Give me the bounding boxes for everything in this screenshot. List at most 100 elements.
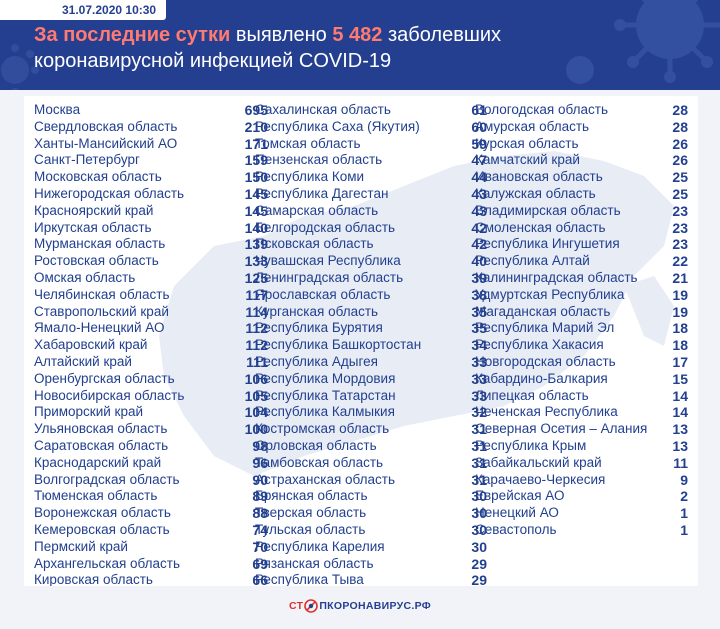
case-count: 30 (471, 538, 487, 555)
case-count: 112 (245, 337, 268, 354)
case-count: 105 (244, 387, 268, 404)
case-count: 38 (471, 286, 487, 303)
region-row: Московская область 150 (34, 169, 268, 186)
case-count: 30 (471, 521, 487, 538)
region-name: Удмуртская Республика (475, 286, 625, 302)
region-name: Омская область (34, 269, 136, 285)
region-name: Смоленская область (475, 219, 606, 235)
region-name: Новосибирская область (34, 387, 185, 403)
case-count: 59 (471, 135, 487, 152)
region-row: Пензенская область 47 (255, 152, 487, 169)
case-count: 1 (680, 505, 688, 522)
case-count: 25 (672, 169, 688, 186)
region-row: Республика Тыва 29 (255, 572, 487, 586)
case-count: 9 (680, 471, 688, 488)
region-name: Оренбургская область (34, 370, 175, 386)
region-row: Республика Калмыкия 32 (255, 404, 487, 421)
region-row: Иркутская область 140 (34, 220, 268, 237)
region-name: Республика Хакасия (475, 337, 604, 353)
region-name: Красноярский край (34, 202, 154, 218)
region-name: Белгородская область (255, 219, 396, 235)
virus-decoration-icon (1, 44, 39, 90)
region-name: Краснодарский край (34, 454, 162, 470)
title-line-1: За последние сутки выявлено 5 482 заболе… (34, 22, 501, 48)
case-count: 33 (471, 370, 487, 387)
case-count: 171 (244, 135, 268, 152)
region-name: Ямало-Ненецкий АО (34, 320, 165, 336)
case-count: 140 (244, 219, 268, 236)
region-row: Липецкая область 14 (475, 388, 688, 405)
region-name: Карачаево-Черкесия (475, 471, 606, 487)
region-row: Республика Коми 44 (255, 169, 487, 186)
case-count: 125 (244, 269, 268, 286)
case-count: 70 (252, 538, 268, 555)
region-name: Республика Ингушетия (475, 236, 620, 252)
region-name: Алтайский край (34, 353, 132, 369)
region-row: Томская область 59 (255, 136, 487, 153)
region-row: Новосибирская область 105 (34, 388, 268, 405)
logo-text-right: ПКОРОНАВИРУС.РФ (319, 600, 432, 612)
region-row: Ярославская область 38 (255, 287, 487, 304)
stop-virus-icon (304, 599, 319, 613)
region-row: Кировская область 66 (34, 572, 268, 586)
case-count: 19 (672, 303, 688, 320)
region-name: Республика Татарстан (255, 387, 396, 403)
case-count: 13 (672, 437, 688, 454)
case-count: 33 (471, 353, 487, 370)
region-row: Республика Мордовия 33 (255, 371, 487, 388)
region-row: Республика Саха (Якутия) 60 (255, 119, 487, 136)
region-row: Мурманская область 139 (34, 236, 268, 253)
case-count: 2 (680, 488, 688, 505)
case-count: 30 (471, 488, 487, 505)
region-name: Амурская область (475, 118, 590, 134)
region-row: Республика Дагестан 43 (255, 186, 487, 203)
region-name: Тюменская область (34, 488, 158, 504)
virus-decoration-icon (566, 0, 720, 84)
region-row: Орловская область 31 (255, 438, 487, 455)
region-row: Владимирская область 23 (475, 203, 688, 220)
region-name: Нижегородская область (34, 185, 185, 201)
region-name: Ростовская область (34, 253, 159, 269)
region-name: Калужская область (475, 185, 596, 201)
region-name: Магаданская область (475, 303, 611, 319)
region-row: Пермский край 70 (34, 539, 268, 556)
region-row: Псковская область 42 (255, 236, 487, 253)
region-row: Кемеровская область 74 (34, 522, 268, 539)
case-count: 11 (673, 454, 688, 471)
region-name: Липецкая область (475, 387, 589, 403)
region-name: Псковская область (255, 236, 374, 252)
region-name: Костромская область (255, 421, 390, 437)
region-row: Тульская область 30 (255, 522, 487, 539)
case-count: 98 (252, 437, 268, 454)
region-name: Кемеровская область (34, 521, 170, 537)
region-row: Астраханская область 31 (255, 472, 487, 489)
region-name: Республика Башкортостан (255, 337, 422, 353)
region-row: Курская область 26 (475, 136, 688, 153)
region-name: Тамбовская область (255, 454, 384, 470)
case-count: 111 (246, 353, 268, 370)
region-row: Вологодская область 28 (475, 102, 688, 119)
region-row: Сахалинская область 61 (255, 102, 487, 119)
region-name: Республика Калмыкия (255, 404, 395, 420)
region-row: Ивановская область 25 (475, 169, 688, 186)
region-column-2: Сахалинская область 61 Республика Саха (Як… (255, 102, 487, 586)
case-count: 29 (471, 555, 487, 572)
region-row: Красноярский край 145 (34, 203, 268, 220)
region-name: Ярославская область (255, 286, 391, 302)
case-count: 150 (244, 169, 268, 186)
region-name: Пермский край (34, 538, 128, 554)
region-name: Республика Марий Эл (475, 320, 615, 336)
region-row: Курганская область 35 (255, 304, 487, 321)
region-name: Республика Крым (475, 437, 587, 453)
region-row: Смоленская область 23 (475, 220, 688, 237)
stopcoronavirus-logo: СТ ПКОРОНАВИРУС.РФ (289, 599, 431, 613)
region-row: Республика Марий Эл 18 (475, 320, 688, 337)
region-name: Калининградская область (475, 269, 638, 285)
region-name: Воронежская область (34, 505, 171, 521)
region-row: Самарская область 43 (255, 203, 487, 220)
case-count: 133 (244, 253, 268, 270)
region-name: Иркутская область (34, 219, 152, 235)
region-row: Архангельская область 69 (34, 556, 268, 573)
region-row: Челябинская область 117 (34, 287, 268, 304)
case-count: 74 (252, 521, 268, 538)
